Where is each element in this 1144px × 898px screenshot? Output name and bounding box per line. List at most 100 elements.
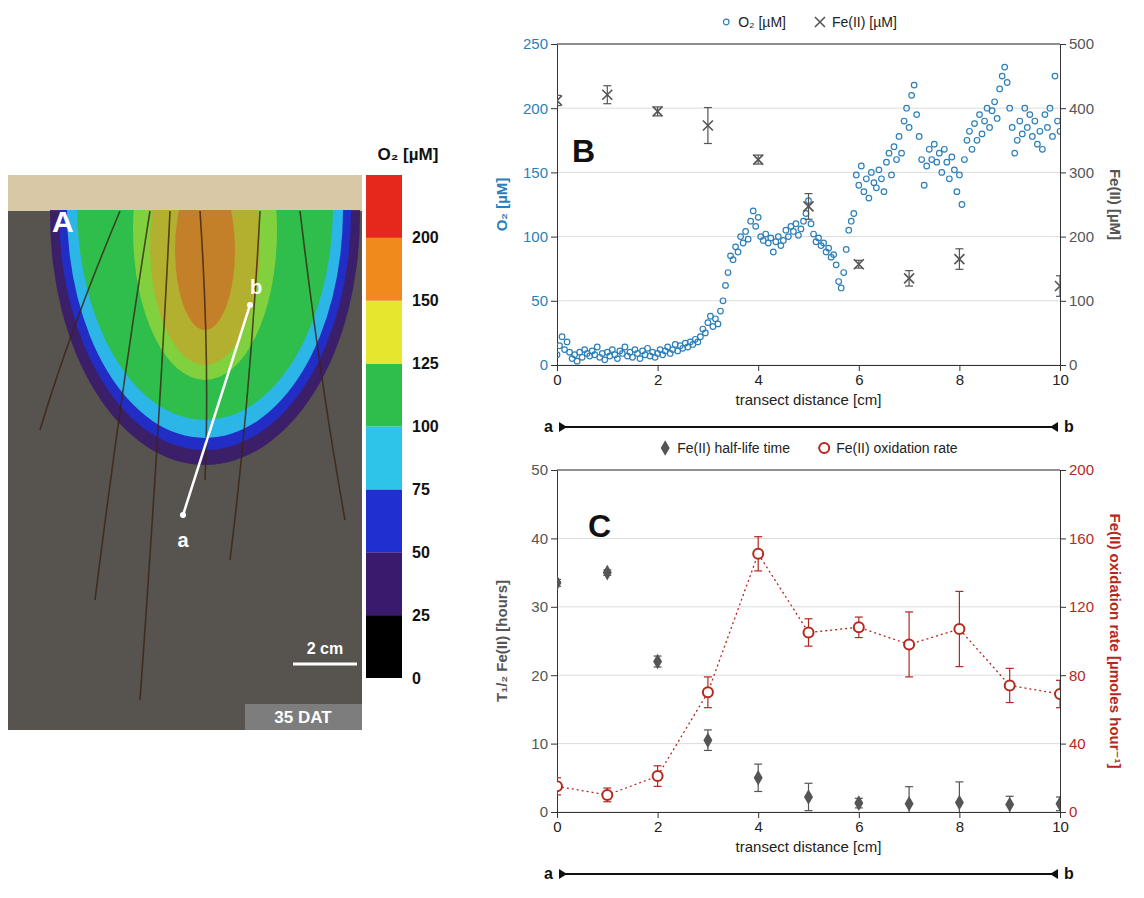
point bbox=[1055, 118, 1060, 124]
error-bar-cap bbox=[1006, 796, 1014, 797]
error-bar-cap bbox=[704, 729, 712, 730]
tick: 300 bbox=[1060, 164, 1094, 181]
error-bar-cap bbox=[1056, 707, 1060, 708]
point bbox=[957, 172, 963, 178]
point bbox=[838, 285, 844, 291]
error-bar-cap bbox=[905, 786, 913, 787]
tick-label: 10 bbox=[531, 735, 548, 752]
error-bar-cap bbox=[754, 163, 762, 164]
tick: 200 bbox=[523, 100, 557, 117]
point bbox=[1002, 64, 1008, 70]
tick-mark bbox=[1060, 607, 1066, 608]
transect-label: b bbox=[250, 276, 262, 298]
tick: 250 bbox=[523, 35, 557, 52]
point bbox=[1047, 105, 1053, 111]
point bbox=[894, 157, 900, 163]
point bbox=[989, 108, 995, 114]
y2-axis-title: Fe(II) oxidation rate [µmoles hour⁻¹] bbox=[1107, 514, 1124, 769]
tick: 120 bbox=[1060, 598, 1094, 615]
colorbar-tick-label: 200 bbox=[412, 229, 439, 246]
point bbox=[1022, 105, 1028, 111]
colorbar-segment bbox=[366, 489, 402, 552]
axis-line bbox=[1060, 45, 1061, 366]
point bbox=[703, 121, 713, 131]
colorbar-tick-label: 0 bbox=[412, 670, 421, 687]
error-bar-cap bbox=[704, 107, 712, 108]
error-bar bbox=[905, 787, 913, 812]
error-bar-cap bbox=[805, 219, 813, 220]
point bbox=[564, 339, 570, 345]
point bbox=[740, 240, 746, 246]
stamp: 35 DAT bbox=[274, 708, 332, 727]
point bbox=[557, 575, 561, 591]
point bbox=[843, 247, 849, 253]
tick: 0 bbox=[540, 356, 557, 373]
legend-symbol bbox=[661, 440, 670, 456]
tick-mark bbox=[1060, 470, 1066, 471]
error-bar-cap bbox=[654, 786, 662, 787]
tick: 10 bbox=[1052, 812, 1069, 835]
point bbox=[889, 172, 895, 178]
tick: 0 bbox=[540, 803, 557, 820]
axis: 04080120160200 bbox=[1060, 461, 1094, 820]
series bbox=[557, 64, 1060, 364]
point bbox=[906, 125, 912, 131]
point bbox=[854, 795, 863, 811]
tick: 40 bbox=[1060, 735, 1086, 752]
tick-mark bbox=[551, 744, 557, 745]
error-bar bbox=[905, 612, 913, 677]
error-bar-cap bbox=[1056, 296, 1060, 297]
point bbox=[1042, 112, 1048, 118]
photo bbox=[8, 175, 362, 730]
tick: 500 bbox=[1060, 35, 1094, 52]
colorbar-segment bbox=[366, 238, 402, 301]
point bbox=[919, 157, 925, 163]
point bbox=[848, 218, 854, 224]
series-line bbox=[557, 554, 1060, 795]
point bbox=[826, 245, 832, 251]
error-bar bbox=[754, 537, 762, 571]
tick: 100 bbox=[523, 228, 557, 245]
y-axis-title: O₂ [µM] bbox=[493, 178, 510, 232]
tick-label: 8 bbox=[956, 818, 964, 835]
grid-line bbox=[557, 172, 1060, 173]
point bbox=[1012, 150, 1018, 156]
error-bar-cap bbox=[905, 676, 913, 677]
tick-label: 250 bbox=[523, 35, 548, 52]
point bbox=[909, 93, 915, 99]
tick-mark bbox=[1060, 812, 1066, 813]
point bbox=[715, 321, 721, 327]
point bbox=[934, 159, 940, 165]
root bbox=[140, 211, 170, 700]
point bbox=[979, 131, 985, 137]
point bbox=[959, 202, 965, 208]
legend-item: Fe(II) [µM] bbox=[815, 14, 897, 30]
point bbox=[856, 182, 862, 188]
plot: 02468100501001502002500100200300400500 bbox=[523, 35, 1094, 387]
point bbox=[899, 150, 905, 156]
error-bar bbox=[557, 95, 561, 105]
tick-mark bbox=[551, 301, 557, 302]
error-bar-cap bbox=[754, 764, 762, 765]
point bbox=[748, 218, 754, 224]
point bbox=[768, 235, 774, 241]
point bbox=[949, 154, 955, 160]
tick: 40 bbox=[531, 530, 557, 547]
point bbox=[836, 279, 842, 285]
point bbox=[904, 639, 914, 649]
tick: 6 bbox=[855, 365, 863, 388]
tick: 30 bbox=[531, 598, 557, 615]
error-bar-cap bbox=[754, 791, 762, 792]
point bbox=[954, 189, 960, 195]
error-bar-cap bbox=[905, 285, 913, 286]
legend-label: Fe(II) oxidation rate bbox=[836, 440, 958, 456]
point bbox=[879, 176, 885, 182]
error-bar bbox=[1006, 668, 1014, 702]
figure: abA2 cm35 DAT0255075100125150200O₂ [µM]0… bbox=[0, 0, 1144, 898]
error-bar bbox=[1056, 680, 1060, 707]
point bbox=[723, 283, 729, 289]
point bbox=[901, 118, 907, 124]
point bbox=[931, 141, 937, 147]
transect-label: a bbox=[544, 418, 553, 435]
transect-arrowhead bbox=[559, 869, 567, 879]
